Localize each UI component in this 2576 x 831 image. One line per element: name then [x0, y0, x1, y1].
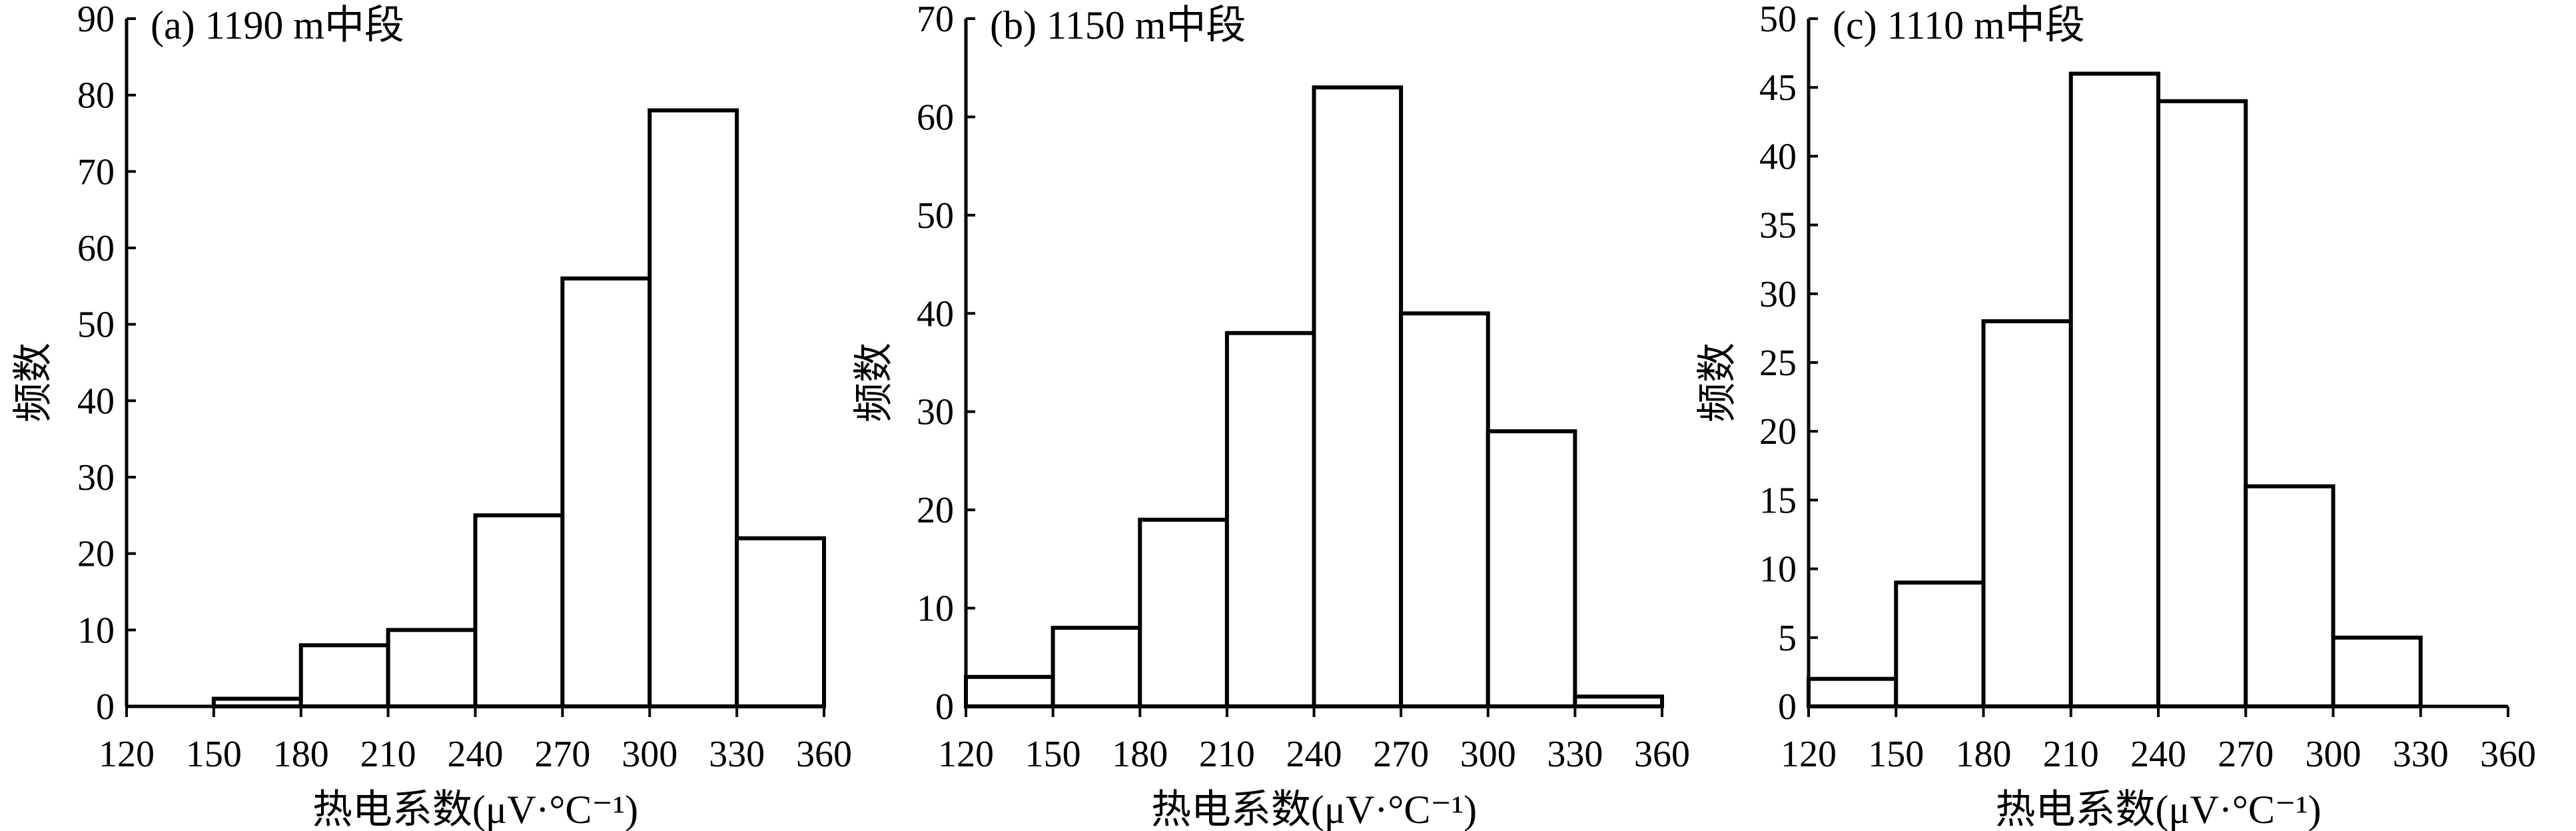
y-tick-label: 20 — [77, 534, 115, 575]
x-tick-label: 180 — [1956, 734, 2012, 775]
x-tick-label: 330 — [1547, 734, 1603, 775]
x-tick-label: 180 — [273, 734, 329, 775]
x-axis-label: 热电系数(μV·°C⁻¹) — [1995, 788, 2321, 831]
y-tick-label: 40 — [1759, 136, 1797, 177]
histogram-bar — [386, 628, 478, 708]
histogram-bar — [1486, 429, 1577, 708]
y-tick-label: 30 — [1759, 274, 1797, 315]
y-tick-label: 40 — [917, 293, 954, 335]
y-tick-label: 30 — [77, 457, 115, 498]
x-tick-label: 240 — [448, 734, 504, 775]
y-axis-label: 频数 — [852, 343, 896, 422]
y-tick-label: 0 — [1778, 686, 1797, 728]
y-tick-label: 40 — [77, 381, 115, 422]
panel-title: (b) 1150 m中段 — [990, 3, 1246, 47]
histogram-bar — [560, 276, 652, 709]
y-tick-label: 10 — [77, 610, 115, 651]
histogram-bar — [1312, 85, 1404, 708]
x-axis-label: 热电系数(μV·°C⁻¹) — [1151, 788, 1477, 831]
histogram-bar — [1399, 311, 1490, 708]
x-axis-label: 热电系数(μV·°C⁻¹) — [312, 788, 638, 831]
x-tick-label: 150 — [186, 734, 242, 775]
histogram-panel-1: 0 10 20 30 40 50 60 70 80 90 120 150 180 210 240 270 300… — [11, 0, 852, 831]
x-tick-label: 300 — [1460, 734, 1516, 775]
y-tick-label: 15 — [1759, 480, 1797, 521]
histogram-bar — [2244, 484, 2336, 708]
histogram-bar — [2331, 635, 2423, 708]
y-tick-label: 20 — [917, 490, 954, 531]
x-tick-label: 120 — [938, 734, 994, 775]
histogram-bar — [735, 536, 826, 708]
y-axis-label: 频数 — [1695, 343, 1739, 422]
panel-title: (a) 1190 m中段 — [151, 3, 404, 47]
y-axis-label: 频数 — [11, 343, 55, 422]
y-tick-label: 70 — [917, 0, 954, 40]
x-tick-label: 300 — [622, 734, 677, 775]
histogram-panel-3: 0 5 10 15 20 25 30 35 40 45 50 120 150 180 210 240 270 30… — [1695, 0, 2536, 831]
x-tick-label: 360 — [796, 734, 852, 775]
x-tick-label: 330 — [709, 734, 765, 775]
y-tick-label: 30 — [917, 392, 954, 433]
x-tick-label: 120 — [99, 734, 155, 775]
histogram-bar — [1051, 626, 1142, 708]
x-tick-label: 210 — [360, 734, 416, 775]
y-tick-label: 20 — [1759, 411, 1797, 452]
y-tick-label: 5 — [1778, 618, 1797, 659]
y-tick-label: 25 — [1759, 343, 1797, 384]
x-tick-label: 180 — [1112, 734, 1168, 775]
x-tick-label: 210 — [2043, 734, 2099, 775]
histogram-bar — [1138, 517, 1229, 709]
panel-title: (c) 1110 m中段 — [1833, 3, 2085, 47]
x-tick-label: 150 — [1868, 734, 1924, 775]
histogram-bar — [473, 513, 565, 708]
x-tick-label: 240 — [1286, 734, 1342, 775]
x-tick-label: 240 — [2130, 734, 2186, 775]
y-tick-label: 50 — [1759, 0, 1797, 40]
histogram-bar — [1894, 580, 1986, 708]
histogram-bar — [1807, 676, 1899, 708]
histogram-bar — [2068, 71, 2160, 708]
histogram-bar — [1224, 331, 1316, 708]
x-tick-label: 360 — [1634, 734, 1690, 775]
x-tick-label: 330 — [2393, 734, 2449, 775]
y-tick-label: 60 — [77, 228, 115, 269]
histogram-panel-2: 0 10 20 30 40 50 60 70 120 150 180 210 240 270 300 330 3… — [852, 0, 1690, 831]
y-tick-label: 0 — [935, 686, 954, 728]
x-tick-label: 360 — [2480, 734, 2536, 775]
histogram-bar — [298, 643, 390, 708]
y-tick-label: 10 — [917, 588, 954, 630]
y-tick-label: 10 — [1759, 549, 1797, 590]
histogram-bar — [1981, 319, 2073, 708]
y-tick-label: 50 — [77, 305, 115, 346]
y-tick-label: 35 — [1759, 205, 1797, 247]
x-tick-label: 270 — [2218, 734, 2274, 775]
y-tick-label: 50 — [917, 195, 954, 237]
y-tick-label: 45 — [1759, 67, 1797, 109]
x-tick-label: 150 — [1025, 734, 1081, 775]
x-tick-label: 270 — [534, 734, 590, 775]
y-tick-label: 80 — [77, 75, 115, 117]
x-tick-label: 210 — [1199, 734, 1255, 775]
y-tick-label: 60 — [917, 97, 954, 138]
y-tick-label: 90 — [77, 0, 115, 40]
x-tick-label: 300 — [2306, 734, 2361, 775]
histogram-bar — [964, 674, 1055, 708]
y-tick-label: 70 — [77, 151, 115, 193]
histogram-bar — [2156, 99, 2248, 708]
x-tick-label: 120 — [1781, 734, 1837, 775]
x-tick-label: 270 — [1373, 734, 1429, 775]
y-tick-label: 0 — [96, 686, 115, 728]
histogram-bar — [647, 108, 739, 709]
